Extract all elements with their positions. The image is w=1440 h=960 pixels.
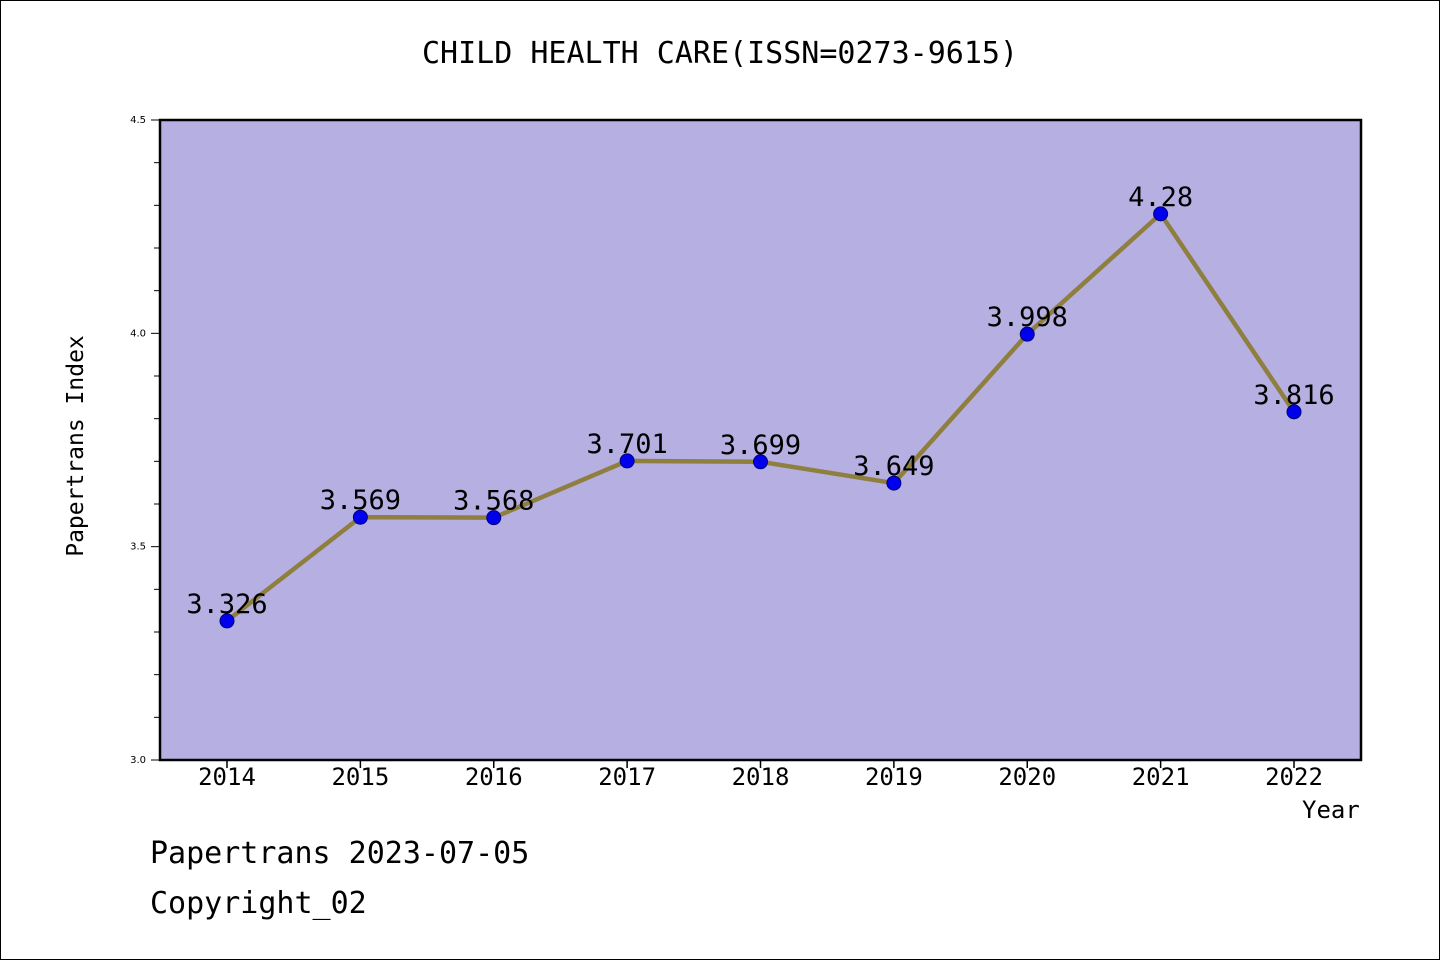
x-tick-label: 2019 (865, 763, 923, 791)
data-point (886, 475, 902, 491)
x-tick-label: 2021 (1132, 763, 1190, 791)
x-tick-label: 2018 (732, 763, 790, 791)
data-point (1153, 206, 1169, 222)
y-tick-label: 4.5 (130, 115, 146, 126)
data-point (352, 509, 368, 525)
data-point (486, 510, 502, 526)
plot-border (158, 118, 1363, 762)
footer-date: Papertrans 2023-07-05 (150, 836, 530, 871)
data-point (619, 453, 635, 469)
y-tick-label: 4.0 (130, 328, 146, 339)
data-label: 3.998 (987, 302, 1068, 333)
x-axis-label: Year (1302, 796, 1360, 824)
x-tick-label: 2014 (198, 763, 256, 791)
data-label: 3.816 (1253, 380, 1334, 411)
data-label: 3.568 (453, 486, 534, 517)
data-label: 4.28 (1128, 182, 1193, 213)
x-tick-label: 2020 (998, 763, 1056, 791)
data-label: 3.701 (586, 429, 667, 460)
data-point (219, 613, 235, 629)
data-point (1019, 326, 1035, 342)
x-tick-label: 2016 (465, 763, 523, 791)
data-label: 3.649 (853, 451, 934, 482)
x-tick-label: 2017 (598, 763, 656, 791)
chart-title: CHILD HEALTH CARE(ISSN=0273-9615) (421, 36, 1019, 71)
data-point (753, 454, 768, 470)
data-point (1286, 404, 1302, 420)
plot-area (160, 120, 1361, 760)
data-label: 3.569 (320, 485, 401, 516)
x-tick-label: 2015 (331, 763, 389, 791)
footer-copyright: Copyright_02 (150, 886, 367, 921)
y-tick-label: 3.5 (130, 542, 146, 553)
x-tick-label: 2022 (1265, 763, 1323, 791)
data-label: 3.699 (720, 430, 801, 461)
y-tick-label: 3.0 (130, 755, 146, 766)
data-label: 3.326 (186, 589, 267, 620)
